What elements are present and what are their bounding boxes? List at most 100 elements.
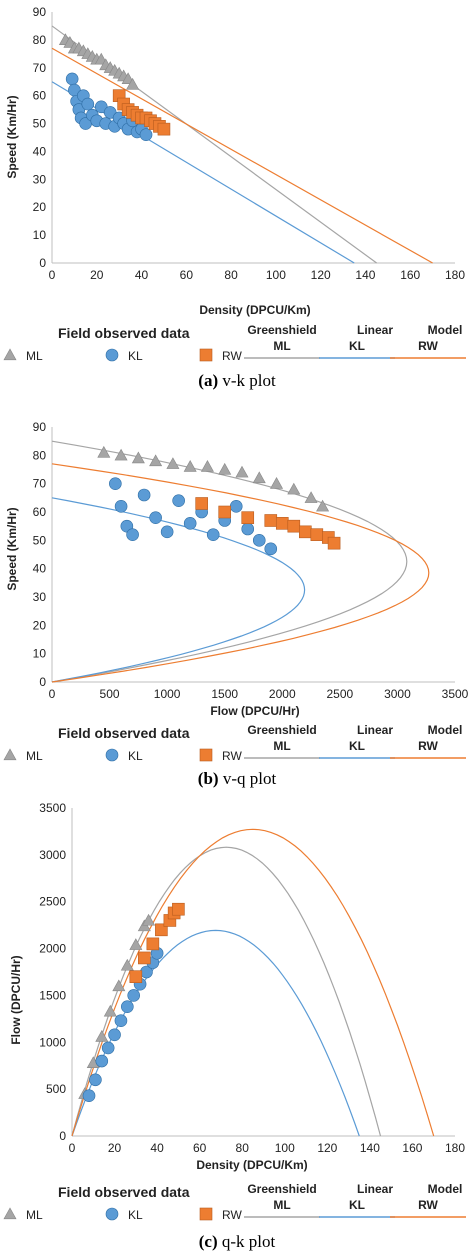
data-point-ml: [126, 77, 140, 90]
model-line-rw: [51, 47, 433, 264]
data-point-kl: [160, 525, 174, 539]
data-point-rw: [241, 511, 255, 524]
data-point-kl: [95, 1054, 109, 1068]
data-point-kl: [183, 517, 197, 530]
data-point-ml: [270, 477, 284, 489]
data-point-ml: [120, 958, 134, 971]
legend-model-header-word: Model: [428, 1182, 463, 1196]
data-point-ml: [149, 454, 163, 467]
data-point-kl: [89, 1073, 102, 1087]
data-point-kl: [103, 106, 117, 119]
data-point-rw: [138, 951, 151, 965]
y-tick-label: 80: [33, 33, 47, 47]
data-point-rw: [155, 923, 168, 937]
data-point-rw: [195, 497, 208, 510]
data-point-rw: [299, 525, 312, 539]
data-point-rw: [129, 970, 143, 983]
x-tick-label: 140: [355, 268, 375, 282]
legend-marker-kl: [105, 348, 119, 362]
legend-label-ml: ML: [26, 749, 43, 763]
y-tick-label: 10: [33, 228, 47, 242]
legend: Field observed data ML KL RW Greenshield Line…: [3, 723, 466, 763]
data-point-rw: [146, 937, 160, 951]
model-curve-rw: [51, 463, 430, 683]
plot-area: 0 20 40 60 80 100 120 140 160 180 0 10 20 30 40 50 60 70 8…: [33, 5, 466, 282]
data-point-ml: [304, 491, 318, 503]
y-tick-label: 3000: [39, 848, 66, 862]
y-tick-label: 30: [33, 590, 47, 604]
caption-label: (c): [199, 1232, 218, 1251]
y-tick-label: 0: [39, 675, 46, 689]
data-point-kl: [252, 534, 266, 547]
caption-label: (a): [198, 371, 218, 390]
caption-label: (b): [198, 769, 219, 788]
x-tick-label: 120: [317, 1141, 337, 1155]
legend-model-header-word: Greenshield: [247, 723, 316, 737]
data-point-kl: [101, 1041, 115, 1055]
legend-model-label-kl: KL: [349, 339, 365, 353]
data-point-ml: [103, 1004, 117, 1017]
figure-caption: (a) v-k plot: [198, 371, 276, 390]
y-tick-label: 10: [33, 647, 47, 661]
data-point-kl: [114, 500, 128, 513]
y-tick-label: 30: [33, 172, 47, 186]
y-tick-label: 90: [33, 420, 47, 434]
data-point-ml: [142, 913, 156, 926]
data-point-ml: [287, 482, 301, 495]
figure-caption: (b) v-q plot: [198, 769, 277, 788]
x-tick-label: 180: [445, 268, 465, 282]
legend-label-rw: RW: [222, 1208, 242, 1222]
legend-model-header-word: Model: [428, 323, 463, 337]
plot-area: 0 500 1000 1500 2000 2500 3000 3500 0 10 20 30 40 50 6…: [33, 420, 469, 701]
legend-model-label-ml: ML: [273, 1198, 290, 1212]
legend-marker-kl: [105, 1207, 119, 1221]
data-point-kl: [65, 72, 79, 86]
data-point-kl: [109, 477, 122, 490]
x-tick-label: 20: [90, 268, 104, 282]
y-tick-label: 3500: [39, 801, 66, 815]
data-point-rw: [172, 902, 185, 916]
x-tick-label: 80: [224, 268, 238, 282]
x-tick-label: 100: [266, 268, 286, 282]
data-point-ml: [95, 1030, 109, 1042]
data-point-kl: [241, 522, 255, 536]
legend-model-label-rw: RW: [418, 339, 438, 353]
x-tick-label: 160: [402, 1141, 422, 1155]
legend-label-kl: KL: [128, 749, 143, 763]
data-point-ml: [252, 471, 266, 484]
data-point-kl: [206, 528, 220, 541]
legend-model-header-word: Model: [428, 723, 463, 737]
data-point-rw: [327, 536, 341, 550]
data-point-kl: [94, 100, 108, 114]
caption-text: q-k plot: [222, 1232, 276, 1251]
caption-text: v-q plot: [223, 769, 277, 788]
y-tick-label: 70: [33, 61, 47, 75]
y-tick-label: 2500: [39, 895, 66, 909]
data-point-kl: [139, 128, 153, 142]
data-point-kl: [229, 500, 243, 513]
data-point-ml: [166, 457, 180, 469]
x-tick-label: 120: [311, 268, 331, 282]
x-tick-label: 1000: [154, 687, 181, 701]
legend-field-header: Field observed data: [58, 1184, 190, 1200]
data-point-kl: [108, 1028, 121, 1042]
legend-model-header-word: Linear: [357, 1182, 393, 1196]
x-tick-label: 2500: [327, 687, 354, 701]
data-point-kl: [126, 528, 139, 541]
y-tick-label: 80: [33, 448, 47, 462]
legend-model-label-ml: ML: [273, 739, 290, 753]
model-curve-ml: [51, 440, 408, 683]
y-tick-label: 40: [33, 144, 47, 158]
legend-label-ml: ML: [26, 1208, 43, 1222]
legend-model-header-word: Greenshield: [247, 1182, 316, 1196]
legend-label-rw: RW: [222, 749, 242, 763]
y-axis-label: Flow (DPCU/Hr): [9, 955, 23, 1044]
caption-text: v-k plot: [222, 371, 276, 390]
data-point-kl: [114, 1014, 128, 1028]
data-point-kl: [127, 989, 141, 1002]
x-tick-label: 160: [400, 268, 420, 282]
y-tick-label: 50: [33, 117, 47, 131]
x-tick-label: 60: [180, 268, 194, 282]
data-point-ml: [183, 460, 197, 472]
data-point-kl: [149, 511, 162, 524]
